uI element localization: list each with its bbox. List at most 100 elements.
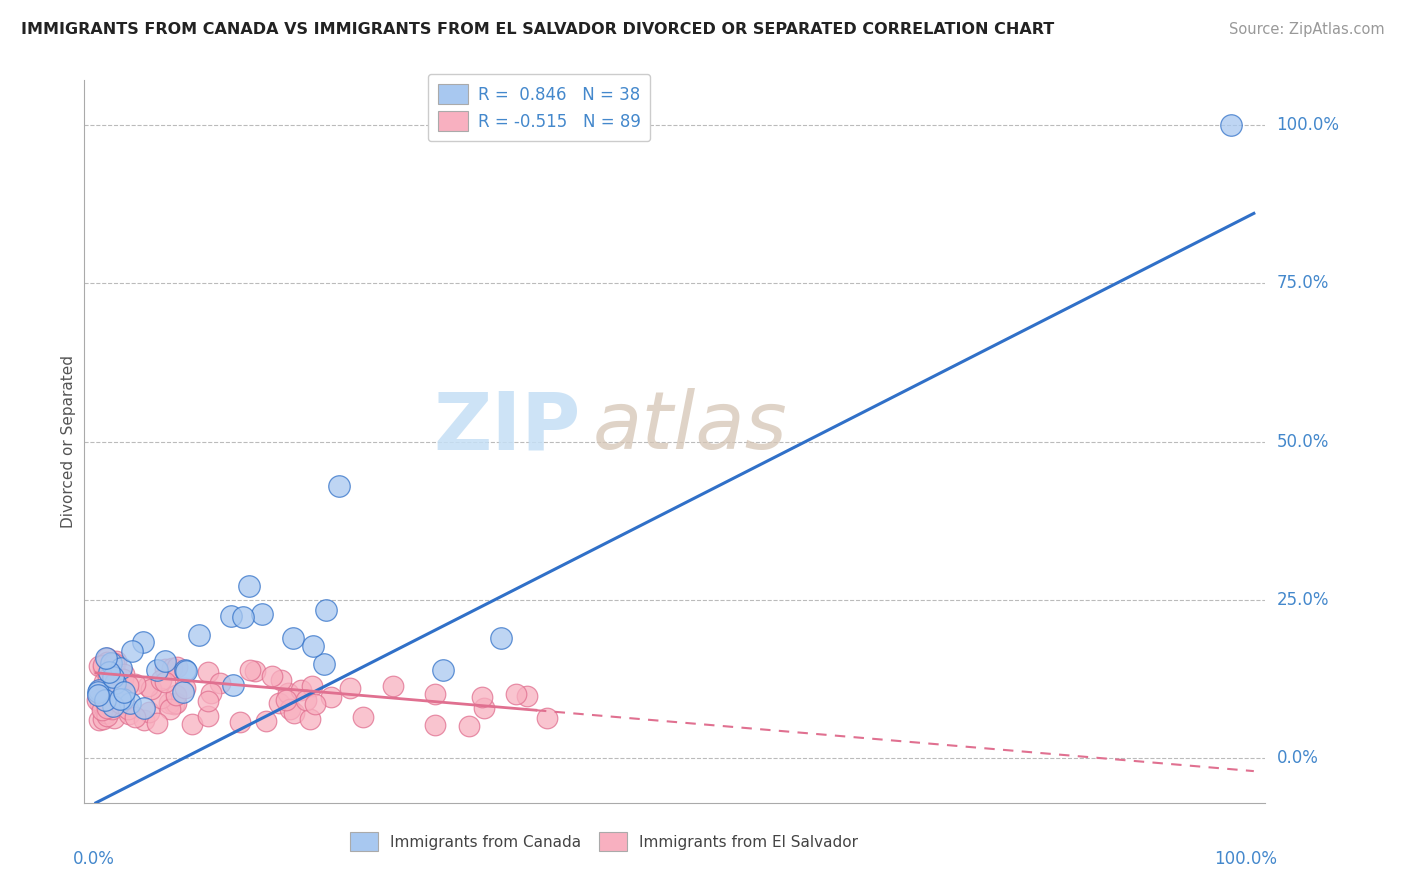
Point — [87, 658, 110, 673]
Point — [94, 696, 117, 710]
Point — [243, 664, 266, 678]
Point — [103, 690, 125, 705]
Point — [108, 691, 131, 706]
Point — [252, 607, 274, 621]
Point — [432, 663, 454, 677]
Point — [104, 676, 127, 690]
Point — [103, 711, 125, 725]
Point — [103, 681, 125, 695]
Point — [153, 674, 176, 689]
Point — [155, 654, 177, 668]
Text: 75.0%: 75.0% — [1277, 274, 1329, 292]
Point — [138, 705, 160, 719]
Point — [219, 608, 242, 623]
Point — [96, 706, 118, 720]
Point — [91, 661, 114, 675]
Point — [174, 664, 197, 678]
Point — [312, 657, 335, 672]
Point — [121, 644, 143, 658]
Point — [91, 703, 114, 717]
Point — [117, 678, 139, 692]
Text: 100.0%: 100.0% — [1215, 850, 1277, 868]
Point — [104, 698, 127, 712]
Point — [301, 679, 323, 693]
Text: ZIP: ZIP — [433, 388, 581, 467]
Point — [228, 714, 250, 729]
Point — [276, 693, 298, 707]
Point — [101, 684, 124, 698]
Point — [294, 693, 316, 707]
Point — [254, 714, 277, 728]
Point — [238, 579, 260, 593]
Point — [166, 660, 188, 674]
Point — [278, 702, 301, 716]
Point — [112, 685, 135, 699]
Point — [339, 681, 361, 696]
Point — [103, 656, 125, 670]
Point — [260, 668, 283, 682]
Text: 50.0%: 50.0% — [1277, 433, 1329, 450]
Point — [96, 709, 118, 723]
Point — [197, 665, 219, 680]
Text: atlas: atlas — [592, 388, 787, 467]
Text: 0.0%: 0.0% — [1277, 749, 1319, 767]
Y-axis label: Divorced or Separated: Divorced or Separated — [60, 355, 76, 528]
Point — [159, 702, 181, 716]
Point — [107, 692, 129, 706]
Point — [86, 693, 108, 707]
Point — [181, 717, 204, 731]
Point — [104, 654, 127, 668]
Point — [100, 702, 122, 716]
Point — [472, 700, 495, 714]
Point — [98, 665, 121, 679]
Point — [87, 713, 110, 727]
Point — [301, 639, 323, 653]
Text: 0.0%: 0.0% — [73, 850, 114, 868]
Point — [87, 689, 110, 703]
Point — [269, 696, 291, 710]
Legend: Immigrants from Canada, Immigrants from El Salvador: Immigrants from Canada, Immigrants from … — [340, 823, 868, 860]
Point — [124, 710, 146, 724]
Point — [93, 658, 115, 673]
Point — [328, 479, 350, 493]
Point — [117, 701, 139, 715]
Point — [163, 698, 186, 712]
Point — [471, 690, 494, 704]
Point — [132, 700, 155, 714]
Point — [96, 665, 118, 679]
Point — [107, 680, 129, 694]
Text: Source: ZipAtlas.com: Source: ZipAtlas.com — [1229, 22, 1385, 37]
Point — [108, 696, 131, 710]
Point — [232, 610, 254, 624]
Point — [107, 676, 129, 690]
Point — [118, 706, 141, 721]
Point — [197, 694, 219, 708]
Point — [96, 701, 118, 715]
Point — [105, 666, 128, 681]
Point — [173, 681, 195, 696]
Point — [150, 673, 173, 687]
Point — [222, 677, 245, 691]
Point — [505, 687, 527, 701]
Point — [124, 677, 146, 691]
Point — [91, 712, 114, 726]
Point — [141, 681, 163, 696]
Point — [87, 685, 110, 699]
Point — [165, 696, 187, 710]
Point — [299, 712, 322, 726]
Point — [94, 650, 117, 665]
Point — [103, 698, 125, 713]
Point — [97, 671, 120, 685]
Point — [458, 719, 481, 733]
Point — [315, 602, 337, 616]
Point — [93, 674, 115, 689]
Point — [425, 718, 447, 732]
Point — [239, 664, 262, 678]
Point — [105, 687, 128, 701]
Point — [136, 679, 159, 693]
Point — [172, 684, 194, 698]
Point — [110, 661, 132, 675]
Point — [209, 676, 232, 690]
Point — [197, 709, 219, 723]
Point — [160, 661, 183, 675]
